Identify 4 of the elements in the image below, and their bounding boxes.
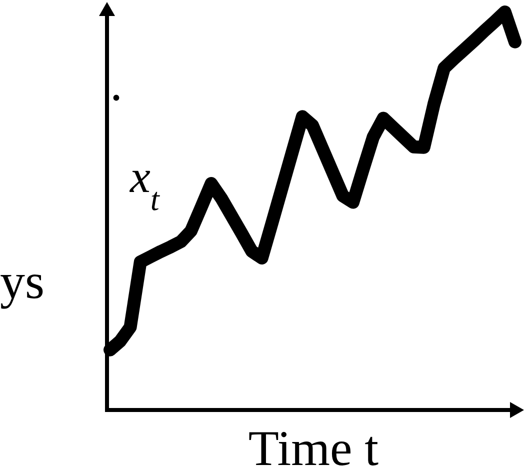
text: ys [0,253,44,309]
y-axis-title: x$_{t}$ [129,151,160,217]
annotation: . [110,55,122,111]
x-axis-title: Time t [248,420,379,473]
